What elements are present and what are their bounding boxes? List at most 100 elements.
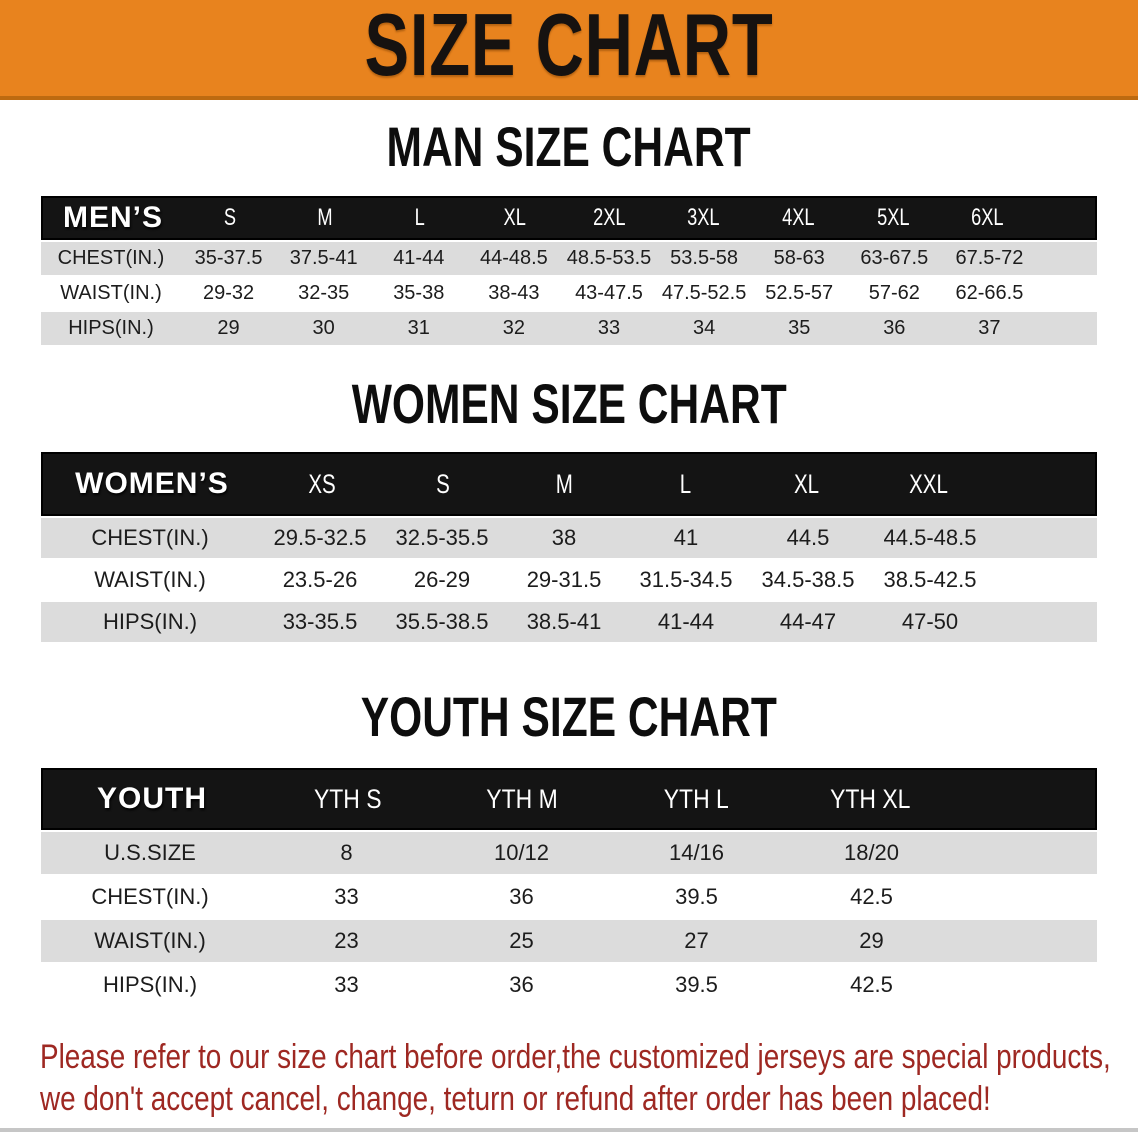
column-header-text: M (555, 468, 573, 499)
column-header-text: XXL (908, 468, 948, 499)
size-cell: 42.5 (850, 972, 893, 997)
size-cell: 63-67.5 (860, 247, 929, 269)
section-heading-text: WOMEN SIZE CHART (351, 372, 787, 435)
column-header-text: YTH M (486, 783, 558, 814)
size-cell: 36 (509, 972, 534, 997)
size-cell: 33 (334, 972, 359, 997)
size-cell: 23 (334, 928, 359, 953)
table-header-row: YOUTH YTH S YTH M YTH L YTH XL (41, 768, 1097, 830)
column-header: L (625, 469, 746, 500)
column-header: 6XL (940, 204, 1035, 232)
table-row: WAIST(IN.) 29-32 32-35 35-38 38-43 43-47.5 47.… (41, 277, 1097, 310)
column-header-text: L (679, 468, 692, 499)
column-header-text: M (317, 204, 333, 231)
size-cell: 32-35 (298, 282, 350, 304)
column-header: 3XL (656, 204, 751, 232)
banner-title: SIZE CHART (364, 0, 774, 94)
size-cell: 62-66.5 (955, 282, 1024, 304)
section-heading: YOUTH SIZE CHART (0, 685, 1138, 748)
size-cell: 23.5-26 (282, 567, 358, 592)
size-cell: 37.5-41 (289, 247, 358, 269)
column-header: XS (261, 469, 382, 500)
size-chart-section: WOMEN SIZE CHART WOMEN’S XS S M L XL XXL CHEST(I… (0, 372, 1138, 642)
size-chart-section: MAN SIZE CHART MEN’S S M L XL 2XL 3XL 4XL 5XL 6XL C… (0, 115, 1138, 345)
size-cell: 32.5-35.5 (395, 525, 489, 550)
table-corner-label: YOUTH (97, 782, 207, 815)
size-cell: 41-44 (393, 247, 445, 269)
size-cell: 41 (673, 525, 699, 550)
column-header: 5XL (846, 204, 941, 232)
size-cell: 39.5 (675, 884, 718, 909)
size-cell: 31.5-34.5 (639, 567, 733, 592)
column-header-text: XL (503, 204, 526, 231)
section-heading: MAN SIZE CHART (0, 115, 1138, 178)
size-cell: 47.5-52.5 (661, 282, 747, 304)
size-cell: 29 (859, 928, 884, 953)
size-cell: 30 (312, 317, 335, 339)
size-table: WOMEN’S XS S M L XL XXL CHEST(IN.) 29.5-32.5 32.5… (41, 452, 1097, 642)
size-cell: 10/12 (493, 840, 550, 865)
size-cell: 44-47 (779, 609, 837, 634)
size-table: YOUTH YTH S YTH M YTH L YTH XL U.S.SIZE 8 10/12… (41, 768, 1097, 1006)
size-cell: 44-48.5 (479, 247, 548, 269)
column-header-text: L (414, 204, 425, 231)
size-cell: 58-63 (773, 247, 825, 269)
size-cell: 53.5-58 (670, 247, 739, 269)
column-header-text: S (436, 468, 450, 499)
section-heading-text: YOUTH SIZE CHART (360, 685, 778, 748)
row-label: CHEST(IN.) (91, 884, 209, 909)
column-header: S (183, 204, 278, 232)
row-label: CHEST(IN.) (91, 525, 209, 550)
table-row: CHEST(IN.) 35-37.5 37.5-41 41-44 44-48.5 48.5… (41, 242, 1097, 275)
size-table: MEN’S S M L XL 2XL 3XL 4XL 5XL 6XL CHEST(IN.) 35-37… (41, 196, 1097, 345)
size-cell: 35-38 (393, 282, 445, 304)
size-cell: 38.5-42.5 (883, 567, 977, 592)
disclaimer-text: Please refer to our size chart before or… (40, 1036, 1138, 1120)
column-header-text: 5XL (876, 204, 910, 231)
table-row: CHEST(IN.) 33 36 39.5 42.5 (41, 876, 1097, 918)
table-row: U.S.SIZE 8 10/12 14/16 18/20 (41, 832, 1097, 874)
size-cell: 38-43 (488, 282, 540, 304)
size-cell: 18/20 (843, 840, 900, 865)
column-header-text: YTH S (314, 783, 382, 814)
size-cell: 39.5 (675, 972, 718, 997)
row-label: CHEST(IN.) (57, 247, 165, 269)
size-cell: 52.5-57 (765, 282, 834, 304)
size-cell: 25 (509, 928, 534, 953)
size-cell: 35 (788, 317, 811, 339)
size-cell: 33 (334, 884, 359, 909)
section-heading: WOMEN SIZE CHART (0, 372, 1138, 435)
size-chart-section: YOUTH SIZE CHART YOUTH YTH S YTH M YTH L YTH … (0, 685, 1138, 1006)
column-header: YTH M (435, 784, 609, 815)
row-label: HIPS(IN.) (102, 609, 198, 634)
column-header-text: 2XL (592, 204, 626, 231)
size-cell: 57-62 (868, 282, 920, 304)
column-header: M (504, 469, 625, 500)
size-cell: 41-44 (657, 609, 715, 634)
size-cell: 34.5-38.5 (761, 567, 855, 592)
table-row: HIPS(IN.) 33-35.5 35.5-38.5 38.5-41 41-44 44-… (41, 602, 1097, 642)
row-label: HIPS(IN.) (68, 317, 154, 339)
column-header-text: XL (794, 468, 820, 499)
size-cell: 31 (407, 317, 430, 339)
table-corner-label: MEN’S (62, 201, 163, 234)
column-header: YTH XL (783, 784, 957, 815)
size-chart-banner: SIZE CHART (0, 0, 1138, 100)
size-cell: 36 (509, 884, 534, 909)
table-row: CHEST(IN.) 29.5-32.5 32.5-35.5 38 41 44.5 44.5… (41, 518, 1097, 558)
table-row: HIPS(IN.) 33 36 39.5 42.5 (41, 964, 1097, 1006)
size-cell: 35.5-38.5 (395, 609, 489, 634)
row-label: WAIST(IN.) (60, 282, 162, 304)
section-heading-text: MAN SIZE CHART (386, 115, 752, 178)
size-cell: 26-29 (413, 567, 471, 592)
column-header: XL (746, 469, 867, 500)
size-cell: 48.5-53.5 (566, 247, 652, 269)
table-row: WAIST(IN.) 23.5-26 26-29 29-31.5 31.5-34.5 34… (41, 560, 1097, 600)
disclaimer-line-1: Please refer to our size chart before or… (40, 1038, 1111, 1076)
table-header-row: MEN’S S M L XL 2XL 3XL 4XL 5XL 6XL (41, 196, 1097, 240)
size-cell: 47-50 (901, 609, 959, 634)
size-cell: 33-35.5 (282, 609, 358, 634)
column-header-text: S (224, 204, 237, 231)
column-header: XXL (868, 469, 989, 500)
column-header: S (382, 469, 503, 500)
